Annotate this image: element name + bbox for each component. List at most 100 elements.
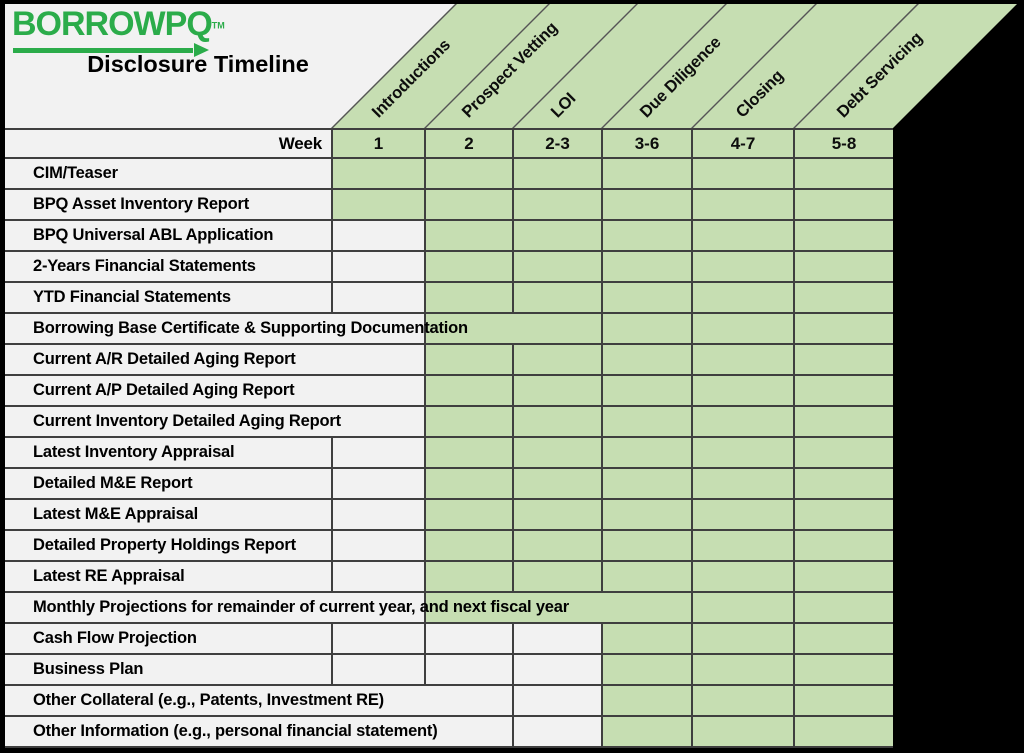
empty-cell [331, 531, 424, 560]
table-row: CIM/Teaser [5, 159, 893, 190]
table-row: YTD Financial Statements [5, 283, 893, 314]
row-label-cell: Latest RE Appraisal [5, 562, 331, 591]
logo: BORROWPQTM [12, 6, 242, 58]
phase-cell [512, 159, 601, 188]
phase-cell [793, 531, 893, 560]
empty-cell [512, 717, 601, 746]
table-row: Business Plan [5, 655, 893, 686]
phase-cell [793, 190, 893, 219]
row-label: BPQ Universal ABL Application [33, 226, 274, 244]
row-label: Monthly Projections for remainder of cur… [33, 598, 569, 616]
table-row: Current A/R Detailed Aging Report [5, 345, 893, 376]
phase-cell [512, 252, 601, 281]
row-label-cell: Borrowing Base Certificate & Supporting … [5, 314, 468, 343]
table-row: Detailed Property Holdings Report [5, 531, 893, 562]
phase-cell [512, 190, 601, 219]
phase-cell [691, 314, 793, 343]
phase-cell [424, 252, 512, 281]
empty-cell [331, 562, 424, 591]
phase-cell [691, 345, 793, 374]
phase-cell [512, 469, 601, 498]
phase-cell [424, 283, 512, 312]
phase-cell [793, 686, 893, 715]
phase-cell [691, 221, 793, 250]
phase-cell [424, 531, 512, 560]
phase-cell [793, 407, 893, 436]
row-label-cell: Current A/R Detailed Aging Report [5, 345, 424, 374]
table-row: 2-Years Financial Statements [5, 252, 893, 283]
empty-cell [331, 500, 424, 529]
phase-cell [601, 283, 691, 312]
row-label-cell: Other Collateral (e.g., Patents, Investm… [5, 686, 512, 715]
phase-cell [424, 593, 691, 622]
phase-cell [512, 562, 601, 591]
row-label-cell: YTD Financial Statements [5, 283, 331, 312]
phase-cell [691, 376, 793, 405]
phase-cell [424, 500, 512, 529]
phase-cell [512, 376, 601, 405]
phase-cell [691, 624, 793, 653]
week-cell: 4-7 [691, 130, 793, 157]
phase-cell [601, 686, 691, 715]
row-label-cell: CIM/Teaser [5, 159, 331, 188]
week-cell: 1 [331, 130, 424, 157]
phase-cell [691, 159, 793, 188]
phase-cell [601, 221, 691, 250]
arrow-head [194, 43, 209, 57]
phase-cell [691, 531, 793, 560]
phase-cell [601, 376, 691, 405]
row-label-cell: 2-Years Financial Statements [5, 252, 331, 281]
week-cell: 2 [424, 130, 512, 157]
table-row: Monthly Projections for remainder of cur… [5, 593, 893, 624]
phase-cell [512, 221, 601, 250]
phase-cell [793, 376, 893, 405]
phase-cell [601, 159, 691, 188]
phase-cell [691, 655, 793, 684]
phase-cell [793, 624, 893, 653]
phase-cell [793, 655, 893, 684]
phase-cell [691, 686, 793, 715]
phase-cell [424, 190, 512, 219]
empty-cell [331, 283, 424, 312]
phase-cell [691, 438, 793, 467]
row-label-cell: Detailed M&E Report [5, 469, 331, 498]
empty-cell [331, 624, 424, 653]
empty-cell [331, 221, 424, 250]
table-row: Other Collateral (e.g., Patents, Investm… [5, 686, 893, 717]
row-label-cell: Other Information (e.g., personal financ… [5, 717, 512, 746]
phase-cell [512, 500, 601, 529]
phase-cell [691, 500, 793, 529]
phase-cell [691, 717, 793, 746]
phase-cell [601, 438, 691, 467]
row-label: Detailed Property Holdings Report [33, 536, 296, 554]
row-label-cell: BPQ Universal ABL Application [5, 221, 331, 250]
row-label: Borrowing Base Certificate & Supporting … [33, 319, 468, 337]
timeline-grid: Week 1 2 2-3 3-6 4-7 5-8 CIM/Teaser BPQ Asset In… [5, 128, 893, 748]
row-label: Cash Flow Projection [33, 629, 197, 647]
table-row: Cash Flow Projection [5, 624, 893, 655]
row-label: Detailed M&E Report [33, 474, 193, 492]
table-row: Current A/P Detailed Aging Report [5, 376, 893, 407]
phase-cell [691, 252, 793, 281]
row-label: Other Collateral (e.g., Patents, Investm… [33, 691, 384, 709]
empty-cell [331, 252, 424, 281]
phase-cell [512, 438, 601, 467]
table-row: Latest Inventory Appraisal [5, 438, 893, 469]
phase-cell [601, 252, 691, 281]
phase-cell [424, 407, 512, 436]
phase-cell [793, 469, 893, 498]
phase-cell [793, 438, 893, 467]
phase-cell [601, 624, 691, 653]
phase-cell [331, 159, 424, 188]
phase-cell [601, 562, 691, 591]
phase-cell [512, 283, 601, 312]
phase-cell [691, 407, 793, 436]
phase-cell [793, 500, 893, 529]
row-label-cell: Detailed Property Holdings Report [5, 531, 331, 560]
phase-cell [691, 469, 793, 498]
row-label-cell: Current A/P Detailed Aging Report [5, 376, 424, 405]
empty-cell [512, 686, 601, 715]
phase-cell [793, 314, 893, 343]
week-row-label: Week [278, 133, 323, 153]
phase-cell [601, 469, 691, 498]
